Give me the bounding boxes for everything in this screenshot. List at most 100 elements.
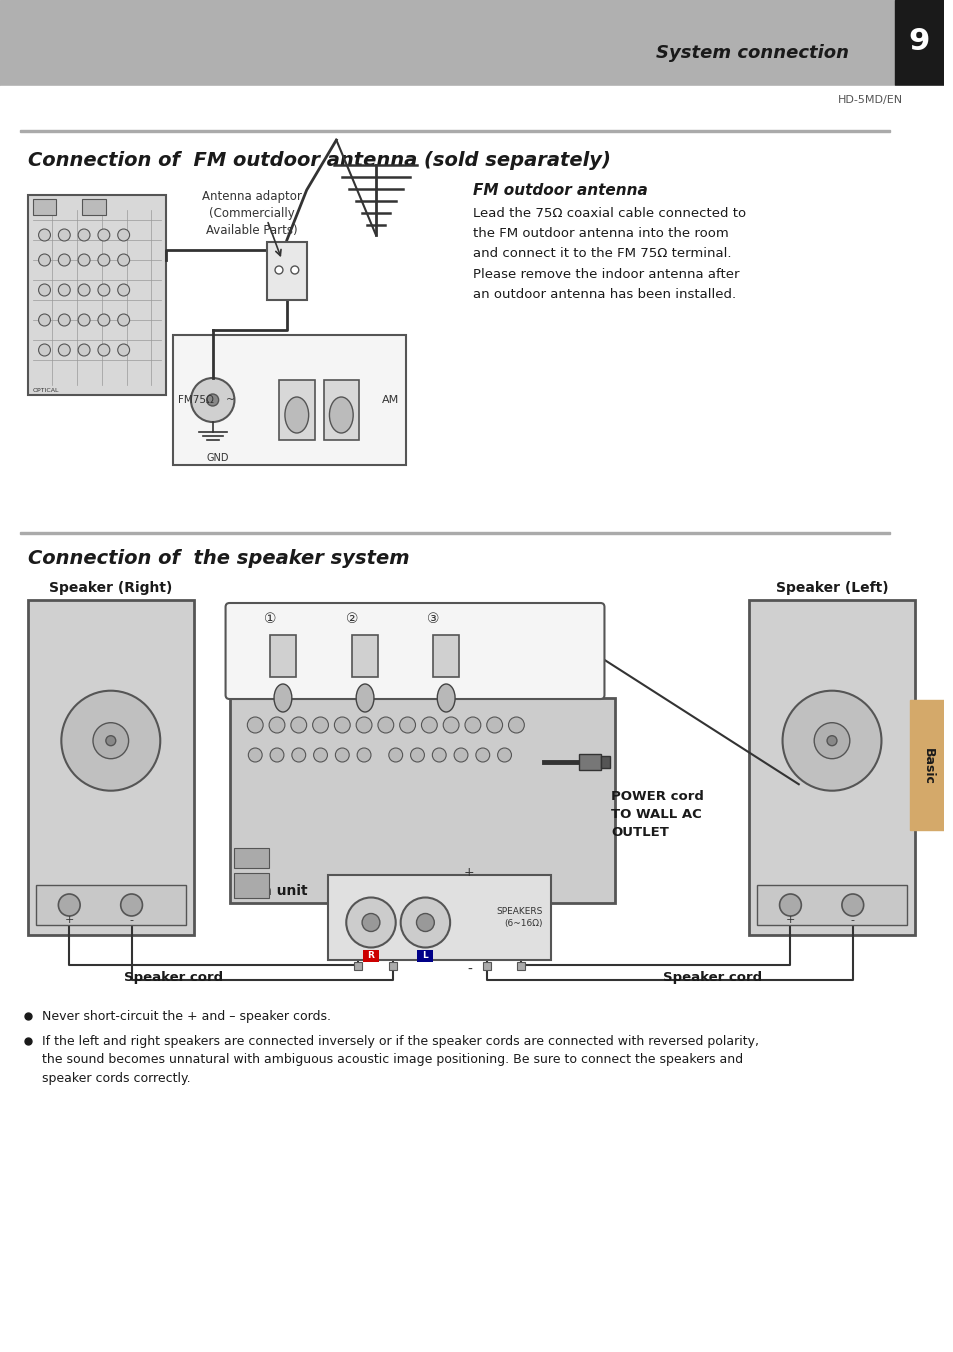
Text: ③: ③	[427, 612, 439, 626]
Bar	[323, 380, 358, 439]
Circle shape	[58, 343, 71, 356]
Text: AM: AM	[382, 395, 399, 406]
Circle shape	[779, 894, 801, 917]
Text: HD-5MD/EN: HD-5MD/EN	[837, 95, 902, 105]
Text: OPTICAL: OPTICAL	[32, 388, 59, 392]
Circle shape	[399, 717, 416, 733]
Circle shape	[400, 898, 450, 948]
Bar	[230, 698, 615, 903]
Circle shape	[356, 748, 371, 763]
Circle shape	[508, 717, 524, 733]
Circle shape	[191, 379, 234, 422]
Bar	[417, 950, 433, 963]
Bar	[352, 635, 377, 677]
Circle shape	[291, 717, 306, 733]
Circle shape	[38, 284, 51, 296]
Ellipse shape	[436, 684, 455, 713]
Circle shape	[292, 748, 305, 763]
Text: Speaker (Left): Speaker (Left)	[775, 581, 887, 595]
Circle shape	[313, 717, 328, 733]
Circle shape	[314, 748, 327, 763]
Text: +: +	[463, 865, 475, 879]
Bar	[82, 199, 106, 215]
Bar	[748, 600, 914, 936]
Circle shape	[389, 748, 402, 763]
Text: Connection of  the speaker system: Connection of the speaker system	[28, 549, 409, 568]
Text: Antenna adaptor
(Commercially
Available Parts): Antenna adaptor (Commercially Available …	[202, 191, 302, 237]
Circle shape	[841, 894, 862, 917]
Bar	[578, 754, 599, 771]
Circle shape	[61, 691, 160, 791]
Circle shape	[38, 228, 51, 241]
Bar	[756, 886, 906, 925]
Text: Basic: Basic	[921, 748, 934, 784]
Bar	[35, 886, 186, 925]
Circle shape	[486, 717, 502, 733]
Circle shape	[98, 343, 110, 356]
Text: FM outdoor antenna: FM outdoor antenna	[473, 183, 647, 197]
Bar	[482, 963, 490, 969]
Text: L: L	[422, 952, 428, 960]
Bar	[0, 0, 943, 85]
Bar	[433, 635, 458, 677]
Circle shape	[121, 894, 142, 917]
Text: If the left and right speakers are connected inversely or if the speaker cords a: If the left and right speakers are conne…	[42, 1036, 758, 1086]
Circle shape	[346, 898, 395, 948]
Circle shape	[117, 228, 130, 241]
Circle shape	[291, 266, 298, 274]
Circle shape	[78, 343, 90, 356]
Text: Speaker (Right): Speaker (Right)	[49, 581, 172, 595]
Circle shape	[454, 748, 468, 763]
Circle shape	[355, 717, 372, 733]
Text: POWER cord
TO WALL AC
OUTLET: POWER cord TO WALL AC OUTLET	[611, 790, 703, 840]
Circle shape	[443, 717, 458, 733]
Circle shape	[248, 748, 262, 763]
Ellipse shape	[285, 397, 309, 433]
Text: 9: 9	[907, 27, 929, 57]
Circle shape	[58, 314, 71, 326]
Text: Speaker cord: Speaker cord	[124, 971, 222, 983]
Circle shape	[497, 748, 511, 763]
Circle shape	[432, 748, 446, 763]
Circle shape	[98, 228, 110, 241]
Text: ~: ~	[226, 395, 234, 406]
Circle shape	[78, 254, 90, 266]
Circle shape	[38, 343, 51, 356]
Text: SPEAKERS
(6~16Ω): SPEAKERS (6~16Ω)	[497, 907, 542, 927]
Text: GND: GND	[206, 453, 229, 462]
Circle shape	[781, 691, 881, 791]
Circle shape	[421, 717, 436, 733]
Bar	[28, 195, 166, 395]
Circle shape	[106, 735, 115, 746]
Bar	[28, 600, 193, 936]
Circle shape	[92, 723, 129, 758]
Circle shape	[78, 314, 90, 326]
Circle shape	[58, 228, 71, 241]
Circle shape	[98, 314, 110, 326]
Bar	[0, 87, 943, 88]
Bar	[267, 242, 306, 300]
Text: -: -	[467, 963, 472, 977]
Text: Speaker cord: Speaker cord	[662, 971, 761, 983]
Circle shape	[813, 723, 849, 758]
Circle shape	[78, 284, 90, 296]
Text: FM75Ω: FM75Ω	[178, 395, 213, 406]
Circle shape	[78, 228, 90, 241]
Circle shape	[38, 314, 51, 326]
Circle shape	[247, 717, 263, 733]
Bar	[278, 380, 314, 439]
Circle shape	[270, 748, 284, 763]
Bar	[270, 635, 295, 677]
Circle shape	[464, 717, 480, 733]
Circle shape	[117, 284, 130, 296]
Ellipse shape	[355, 684, 374, 713]
Text: Never short-circuit the + and – speaker cords.: Never short-circuit the + and – speaker …	[42, 1010, 330, 1023]
Text: Connection of  FM outdoor antenna (sold separately): Connection of FM outdoor antenna (sold s…	[28, 150, 610, 169]
Bar	[20, 531, 889, 534]
Circle shape	[274, 266, 283, 274]
Text: +: +	[785, 915, 794, 925]
Circle shape	[826, 735, 836, 746]
Bar	[20, 130, 889, 132]
Circle shape	[117, 314, 130, 326]
Text: ②: ②	[346, 612, 358, 626]
